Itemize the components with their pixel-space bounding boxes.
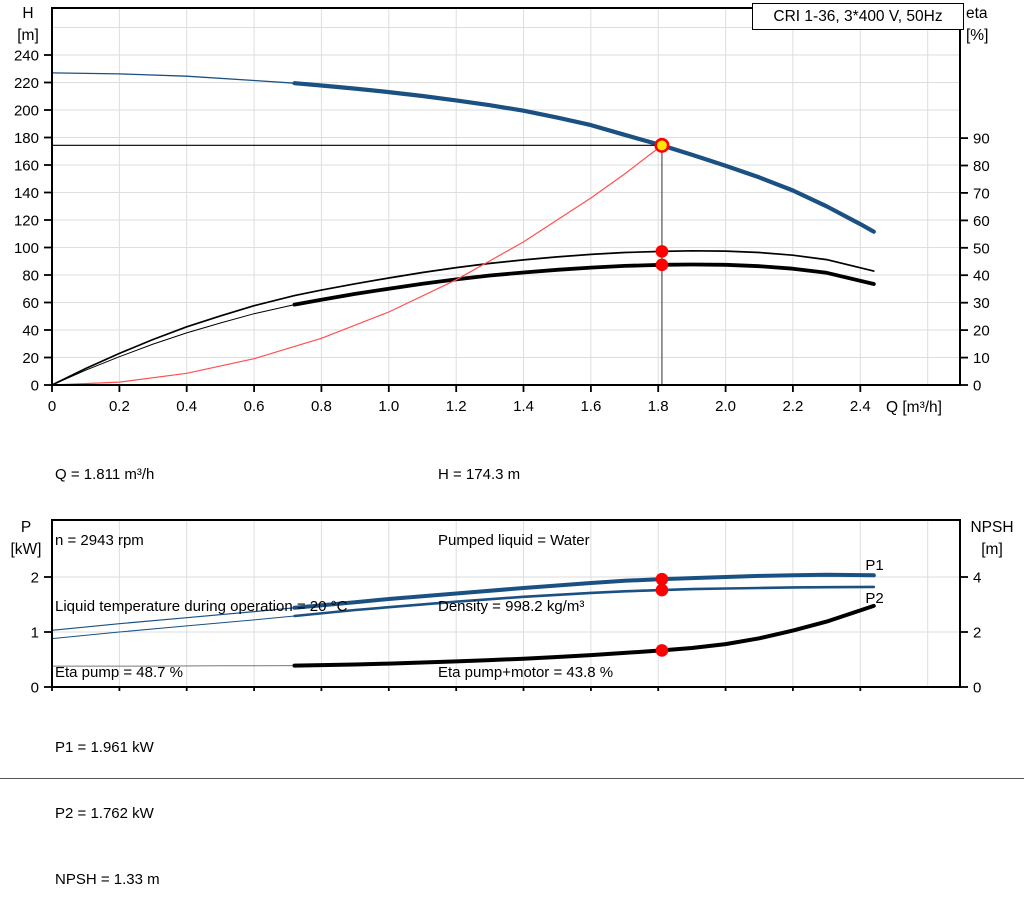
- svg-text:30: 30: [973, 295, 990, 312]
- p-axis-unit-label: P [kW]: [4, 517, 48, 561]
- svg-text:0: 0: [973, 378, 981, 395]
- head-efficiency-chart: 0 0.2 0.4 0.6 0.8 1.0 1.2 1.4 1.6 1.8 2.0 2.2 2.4 0 20…: [14, 7, 990, 415]
- info-eta-pump-motor: Eta pump+motor = 43.8 %: [438, 664, 614, 681]
- pump-title-box: CRI 1-36, 3*400 V, 50Hz: [752, 3, 964, 30]
- svg-text:60: 60: [22, 295, 39, 312]
- eta-axis-symbol: eta: [966, 5, 988, 22]
- HQ-curve-extrapolated: [51, 72, 296, 84]
- npsh-axis-unit: [m]: [981, 541, 1003, 558]
- svg-text:1.8: 1.8: [648, 398, 669, 415]
- info-flow: Q = 1.811 m³/h: [55, 466, 155, 483]
- svg-text:1.0: 1.0: [378, 398, 399, 415]
- svg-text:20: 20: [973, 323, 990, 340]
- svg-text:20: 20: [22, 350, 39, 367]
- svg-text:0: 0: [31, 378, 39, 395]
- svg-text:100: 100: [14, 240, 39, 257]
- svg-text:2: 2: [973, 625, 981, 642]
- duty-value-marker: [655, 644, 669, 657]
- svg-text:0: 0: [973, 680, 981, 697]
- info-density: Density = 998.2 kg/m³: [438, 598, 585, 615]
- pump-performance-chart-canvas[interactable]: 0 0.2 0.4 0.6 0.8 1.0 1.2 1.4 1.6 1.8 2.0 2.2 2.4020…: [0, 0, 1024, 781]
- svg-text:1.4: 1.4: [513, 398, 534, 415]
- eta-pump-curve: [51, 249, 875, 386]
- eta-axis-unit: [%]: [966, 27, 989, 44]
- svg-text:0: 0: [48, 398, 56, 415]
- duty-info-bottom: P1 = 1.961 kW P2 = 1.762 kW NPSH = 1.33 …: [55, 693, 160, 913]
- svg-text:0.4: 0.4: [176, 398, 197, 415]
- info-p2: P2 = 1.762 kW: [55, 805, 154, 822]
- info-pumped-liquid: Pumped liquid = Water: [438, 532, 590, 549]
- duty-value-marker: [655, 258, 669, 272]
- svg-text:2: 2: [31, 569, 39, 586]
- npsh-axis-symbol: NPSH: [970, 519, 1014, 536]
- svg-text:240: 240: [14, 48, 39, 65]
- svg-text:220: 220: [14, 75, 39, 92]
- npsh-axis-unit-label: NPSH [m]: [963, 517, 1021, 561]
- h-axis-unit-label: H [m]: [8, 3, 48, 47]
- svg-text:40: 40: [22, 323, 39, 340]
- svg-text:90: 90: [973, 131, 990, 148]
- svg-text:2.0: 2.0: [715, 398, 736, 415]
- svg-text:0: 0: [31, 680, 39, 697]
- info-speed: n = 2943 rpm: [55, 532, 144, 549]
- svg-text:50: 50: [973, 240, 990, 257]
- h-axis-unit: [m]: [17, 27, 39, 44]
- svg-text:1.6: 1.6: [580, 398, 601, 415]
- svg-text:80: 80: [973, 158, 990, 175]
- P1-curve-extrapolated: [51, 607, 296, 631]
- P2-curve: [293, 585, 876, 618]
- svg-text:4: 4: [973, 570, 981, 587]
- svg-text:10: 10: [973, 350, 990, 367]
- info-liquid-temperature: Liquid temperature during operation = 20…: [55, 598, 348, 615]
- info-p1: P1 = 1.961 kW: [55, 739, 154, 756]
- pump-title: CRI 1-36, 3*400 V, 50Hz: [773, 8, 943, 25]
- p-axis-symbol: P: [20, 519, 32, 536]
- duty-value-marker: [655, 583, 669, 597]
- eta-pump-motor-extrapolated: [51, 304, 295, 386]
- svg-text:60: 60: [973, 213, 990, 230]
- svg-text:80: 80: [22, 268, 39, 285]
- series-label-P1: P1: [865, 557, 883, 574]
- HQ-curve: [292, 81, 876, 234]
- svg-text:120: 120: [14, 213, 39, 230]
- bottom-divider: [0, 778, 1024, 779]
- svg-text:180: 180: [14, 130, 39, 147]
- svg-text:0.8: 0.8: [311, 398, 332, 415]
- svg-text:2.2: 2.2: [782, 398, 803, 415]
- svg-text:0.2: 0.2: [109, 398, 130, 415]
- P1-curve: [292, 572, 876, 610]
- svg-text:1: 1: [31, 624, 39, 641]
- info-npsh: NPSH = 1.33 m: [55, 871, 160, 888]
- svg-text:160: 160: [14, 158, 39, 175]
- P2-curve-extrapolated: [51, 615, 295, 640]
- svg-text:0.6: 0.6: [244, 398, 265, 415]
- svg-text:70: 70: [973, 185, 990, 202]
- NPSH-curve: [292, 603, 876, 668]
- eta-pump-motor-curve: [292, 262, 876, 307]
- duty-value-marker: [655, 245, 669, 258]
- svg-text:200: 200: [14, 103, 39, 120]
- series-label-P2: P2: [865, 590, 883, 607]
- q-axis-label: Q [m³/h]: [886, 399, 942, 416]
- eta-axis-unit-label: eta [%]: [966, 3, 1020, 47]
- power-npsh-chart: 0 1 2 0 2 4 P1 P2: [31, 519, 981, 697]
- p-axis-unit: [kW]: [10, 541, 42, 558]
- svg-text:1.2: 1.2: [446, 398, 467, 415]
- svg-text:140: 140: [14, 185, 39, 202]
- duty-value-marker: [655, 572, 669, 586]
- h-axis-symbol: H: [22, 5, 34, 22]
- NPSH-curve-extrapolated: [51, 665, 295, 667]
- info-head: H = 174.3 m: [438, 466, 521, 483]
- svg-text:2.4: 2.4: [850, 398, 871, 415]
- duty-info-right: H = 174.3 m Pumped liquid = Water Densit…: [438, 420, 613, 706]
- system-curve: [51, 144, 663, 386]
- svg-text:40: 40: [973, 268, 990, 285]
- info-eta-pump: Eta pump = 48.7 %: [55, 664, 183, 681]
- duty-info-left: Q = 1.811 m³/h n = 2943 rpm Liquid tempe…: [55, 420, 347, 706]
- operating-point-marker[interactable]: [654, 137, 670, 153]
